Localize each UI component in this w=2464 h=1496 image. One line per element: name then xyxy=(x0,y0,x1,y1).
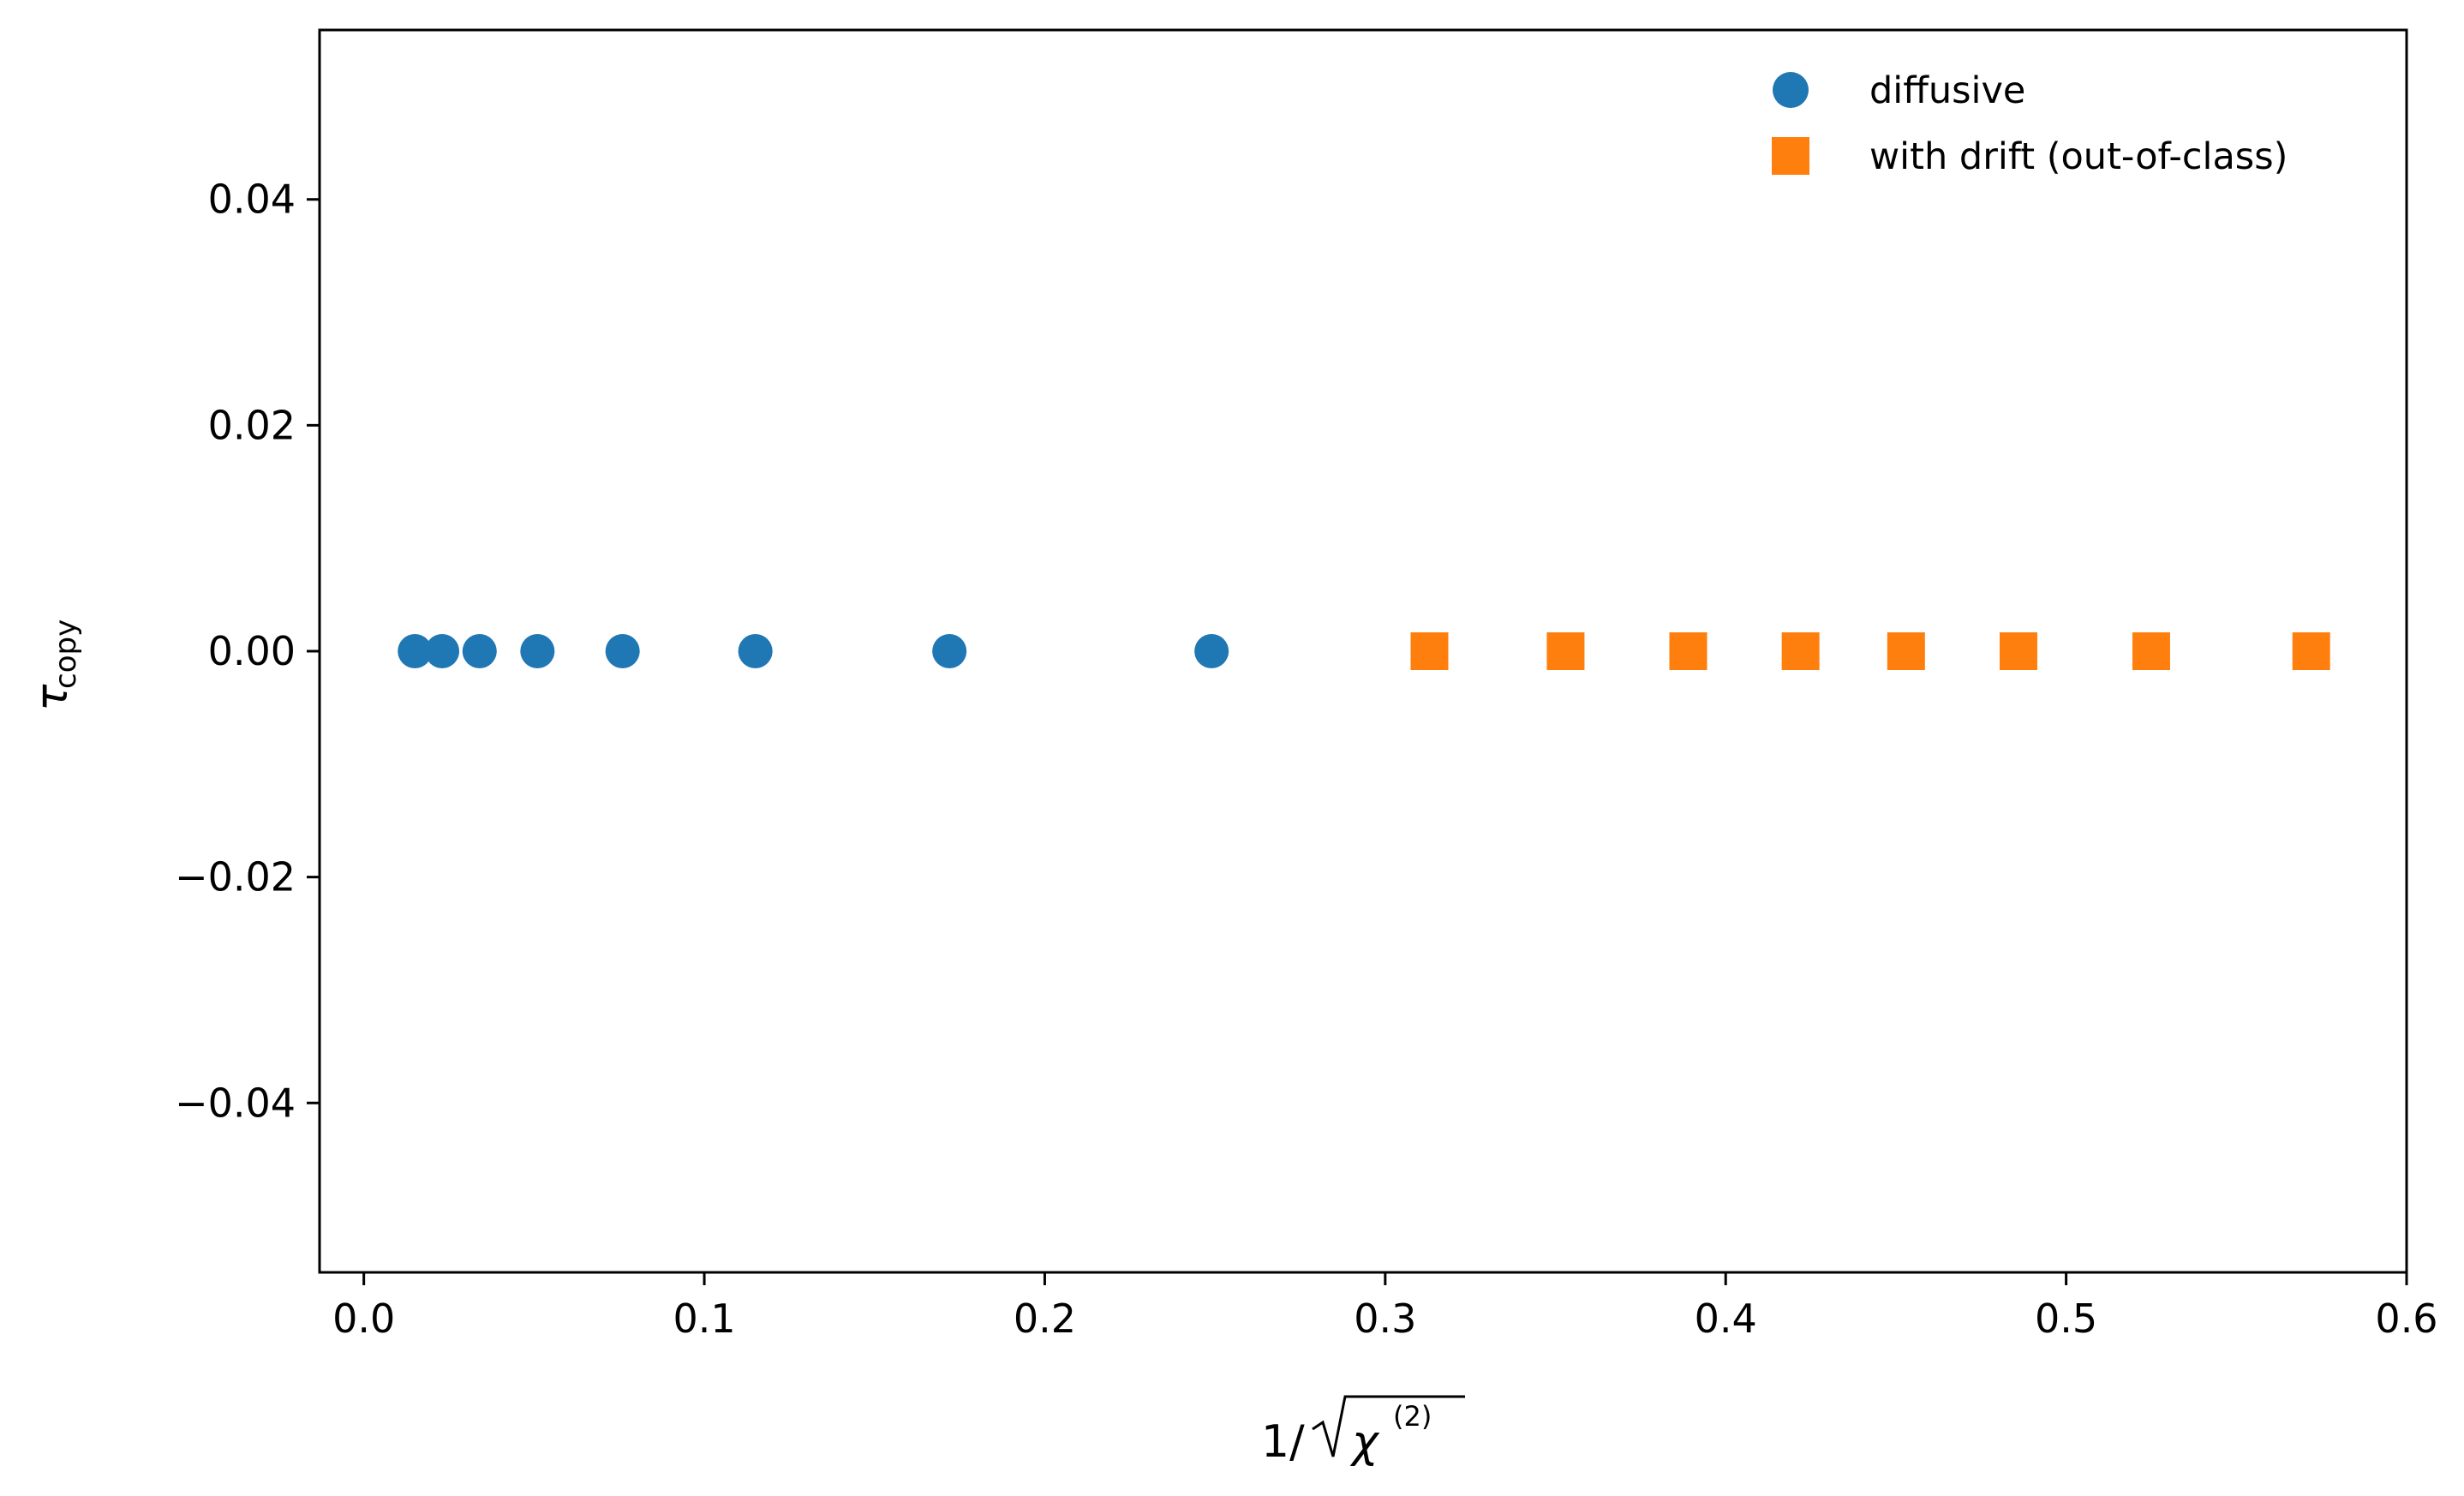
point-diffusive xyxy=(1194,634,1229,668)
y-tick-label: 0.02 xyxy=(208,402,296,448)
legend-label: with drift (out-of-class) xyxy=(1869,135,2288,178)
y-axis-label-subscript: copy xyxy=(49,619,83,689)
x-tick-label: 0.4 xyxy=(1695,1296,1757,1342)
point-diffusive xyxy=(425,634,460,668)
legend: diffusive with drift (out-of-class) xyxy=(1772,69,2288,178)
x-tick-label: 0.1 xyxy=(673,1296,735,1342)
y-axis-label-tau: τ xyxy=(27,684,78,711)
y-axis-ticks: −0.04 −0.02 0.00 0.02 0.04 xyxy=(175,177,320,1126)
plot-area-background xyxy=(320,30,2407,1272)
x-axis-label: 1/ χ (2) xyxy=(1261,1395,1465,1468)
point-diffusive xyxy=(605,634,640,668)
x-axis-label-superscript: (2) xyxy=(1393,1400,1432,1433)
point-with-drift xyxy=(1410,632,1449,670)
point-diffusive xyxy=(520,634,555,668)
sqrt-symbol xyxy=(1312,1395,1465,1457)
legend-marker-diffusive xyxy=(1773,72,1809,108)
y-tick-label: −0.04 xyxy=(175,1080,296,1126)
y-tick-label: −0.02 xyxy=(175,854,296,901)
legend-marker-with-drift xyxy=(1772,137,1809,175)
x-tick-label: 0.6 xyxy=(2375,1296,2437,1342)
y-axis-label: τ copy xyxy=(27,619,83,711)
x-tick-label: 0.2 xyxy=(1014,1296,1076,1342)
point-with-drift xyxy=(1546,632,1585,670)
data-points xyxy=(398,632,2330,670)
point-with-drift xyxy=(1999,632,2037,670)
x-axis-label-prefix: 1/ xyxy=(1261,1416,1305,1468)
point-with-drift xyxy=(1781,632,1820,670)
point-diffusive xyxy=(462,634,497,668)
point-diffusive xyxy=(398,634,433,668)
point-diffusive xyxy=(738,634,773,668)
x-axis-label-chi: χ xyxy=(1349,1416,1380,1468)
point-with-drift xyxy=(2292,632,2330,670)
x-tick-label: 0.3 xyxy=(1354,1296,1416,1342)
point-with-drift xyxy=(1669,632,1707,670)
point-diffusive xyxy=(932,634,967,668)
x-axis-ticks: 0.0 0.1 0.2 0.3 0.4 0.5 0.6 xyxy=(332,1272,2438,1342)
x-tick-label: 0.0 xyxy=(332,1296,395,1342)
legend-label: diffusive xyxy=(1869,69,2025,112)
point-with-drift xyxy=(2132,632,2170,670)
x-tick-label: 0.5 xyxy=(2035,1296,2097,1342)
point-with-drift xyxy=(1887,632,1925,670)
y-tick-label: 0.04 xyxy=(208,177,296,223)
y-tick-label: 0.00 xyxy=(208,628,296,674)
plot-area-frame xyxy=(318,28,2408,1274)
